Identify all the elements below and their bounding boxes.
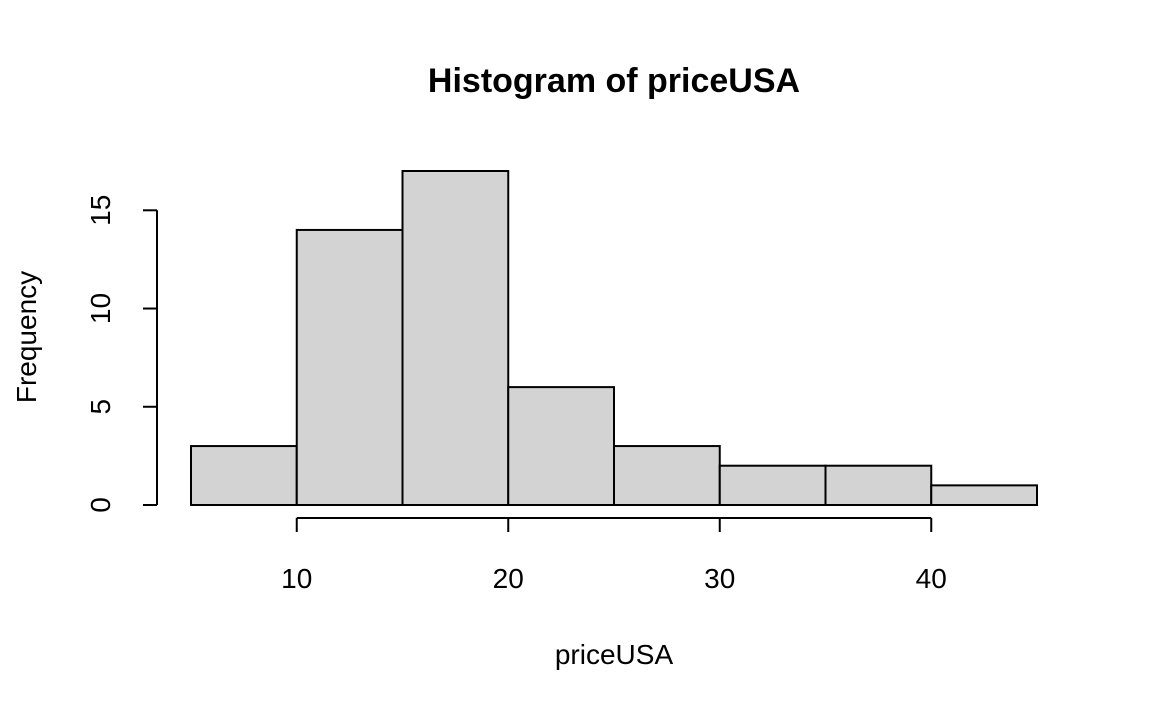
x-axis-label: priceUSA (555, 639, 674, 670)
histogram-bar (401, 170, 510, 506)
histogram-bar (190, 445, 298, 507)
y-tick-label: 15 (85, 195, 116, 226)
histogram-bar (718, 464, 827, 506)
y-axis-label: Frequency (11, 271, 42, 403)
histogram-bar (613, 445, 721, 507)
y-axis: 0 5 10 15 (85, 195, 158, 513)
x-axis: 10 20 30 40 (281, 517, 947, 594)
x-tick-label: 20 (493, 563, 524, 594)
y-tick-label: 10 (85, 293, 116, 324)
histogram-bar (824, 464, 933, 506)
y-tick-label: 0 (85, 497, 116, 513)
chart-title: Histogram of priceUSA (428, 62, 800, 100)
x-tick-label: 10 (281, 563, 312, 594)
x-tick-label: 40 (916, 563, 947, 594)
x-tick-label: 30 (704, 563, 735, 594)
bars-group (190, 170, 1038, 507)
histogram-bar (507, 386, 615, 506)
y-tick-label: 5 (85, 399, 116, 415)
histogram-bar (295, 228, 404, 507)
histogram-bar (930, 484, 1038, 506)
